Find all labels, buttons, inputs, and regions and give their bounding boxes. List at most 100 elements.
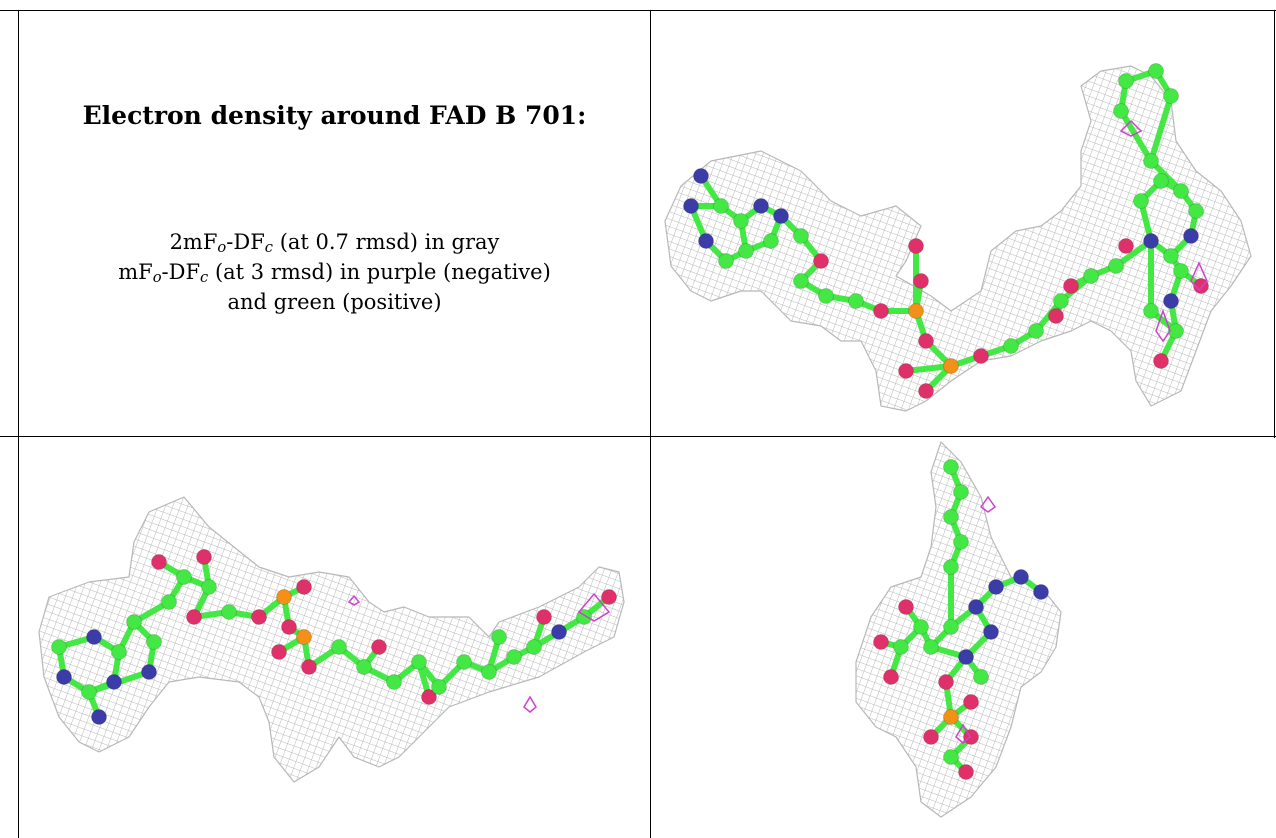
carbon-atom — [526, 639, 542, 655]
table-left-border — [18, 10, 19, 838]
nitrogen-atom — [91, 709, 107, 725]
carbon-atom — [331, 639, 347, 655]
carbon-atom — [763, 233, 779, 249]
oxygen-atom — [371, 639, 387, 655]
oxygen-atom — [1118, 238, 1134, 254]
carbon-atom — [1153, 173, 1169, 189]
carbon-atom — [913, 619, 929, 635]
nitrogen-atom — [141, 664, 157, 680]
carbon-atom — [161, 594, 177, 610]
oxygen-atom — [898, 363, 914, 379]
carbon-atom — [943, 559, 959, 575]
oxygen-atom — [963, 694, 979, 710]
oxygen-atom — [151, 554, 167, 570]
negative-density-mesh — [1155, 308, 1171, 343]
oxygen-atom — [251, 609, 267, 625]
carbon-atom — [733, 213, 749, 229]
carbon-atom — [176, 569, 192, 585]
carbon-atom — [1143, 303, 1159, 319]
negative-density-mesh — [523, 695, 537, 713]
carbon-atom — [943, 459, 959, 475]
nitrogen-atom — [968, 599, 984, 615]
nitrogen-atom — [1163, 293, 1179, 309]
carbon-atom — [1003, 338, 1019, 354]
phosphorus-atom — [943, 709, 959, 725]
nitrogen-atom — [983, 624, 999, 640]
oxygen-atom — [973, 348, 989, 364]
oxygen-atom — [883, 669, 899, 685]
carbon-atom — [1108, 258, 1124, 274]
carbon-atom — [943, 749, 959, 765]
oxygen-atom — [196, 549, 212, 565]
carbon-atom — [356, 659, 372, 675]
bond — [903, 363, 954, 374]
bond — [1118, 108, 1154, 164]
carbon-atom — [126, 614, 142, 630]
density-image-bottom-left — [19, 437, 650, 838]
carbon-atom — [1168, 323, 1184, 339]
phosphorus-atom — [276, 589, 292, 605]
carbon-atom — [111, 644, 127, 660]
carbon-atom — [221, 604, 237, 620]
carbon-atom — [943, 509, 959, 525]
carbon-atom — [718, 253, 734, 269]
phosphorus-atom — [296, 629, 312, 645]
carbon-atom — [1173, 183, 1189, 199]
carbon-atom — [848, 293, 864, 309]
negative-density-mesh — [1119, 119, 1143, 137]
table-right-border — [1274, 10, 1275, 438]
oxygen-atom — [186, 609, 202, 625]
oxygen-atom — [1063, 278, 1079, 294]
oxygen-atom — [958, 764, 974, 780]
nitrogen-atom — [683, 198, 699, 214]
carbon-atom — [491, 629, 507, 645]
carbon-atom — [386, 674, 402, 690]
caption-line-mfo-dfc: mFo-DFc (at 3 rmsd) in purple (negative) — [118, 260, 551, 286]
nitrogen-atom — [988, 579, 1004, 595]
oxygen-atom — [913, 273, 929, 289]
nitrogen-atom — [1143, 233, 1159, 249]
negative-density-mesh — [347, 594, 361, 606]
nitrogen-atom — [86, 629, 102, 645]
carbon-atom — [1163, 248, 1179, 264]
carbon-atom — [481, 664, 497, 680]
oxygen-atom — [963, 729, 979, 745]
carbon-atom — [1188, 203, 1204, 219]
caption-cell: Electron density around FAD B 701: 2mFo-… — [19, 11, 650, 436]
density-mesh — [664, 65, 1252, 412]
oxygen-atom — [918, 383, 934, 399]
table-top-border — [0, 10, 1276, 11]
oxygen-atom — [918, 333, 934, 349]
density-image-bottom-right — [651, 437, 1274, 838]
oxygen-atom — [908, 238, 924, 254]
carbon-atom — [893, 639, 909, 655]
nitrogen-atom — [106, 674, 122, 690]
carbon-atom — [1133, 193, 1149, 209]
oxygen-atom — [1153, 353, 1169, 369]
carbon-atom — [713, 198, 729, 214]
carbon-atom — [923, 639, 939, 655]
caption-title: Electron density around FAD B 701: — [82, 101, 587, 130]
nitrogen-atom — [1033, 584, 1049, 600]
carbon-atom — [738, 243, 754, 259]
oxygen-atom — [1048, 308, 1064, 324]
oxygen-atom — [271, 644, 287, 660]
negative-density-mesh — [955, 723, 971, 744]
carbon-atom — [431, 679, 447, 695]
oxygen-atom — [536, 609, 552, 625]
oxygen-atom — [873, 303, 889, 319]
table-column-divider — [650, 10, 651, 838]
negative-density-mesh — [1190, 261, 1208, 292]
carbon-atom — [1148, 63, 1164, 79]
density-mesh — [38, 496, 625, 783]
caption-line-2mfo-dfc: 2mFo-DFc (at 0.7 rmsd) in gray — [169, 230, 500, 256]
nitrogen-atom — [1183, 228, 1199, 244]
carbon-atom — [953, 534, 969, 550]
carbon-atom — [1173, 263, 1189, 279]
carbon-atom — [943, 619, 959, 635]
nitrogen-atom — [693, 168, 709, 184]
carbon-atom — [1163, 88, 1179, 104]
carbon-atom — [51, 639, 67, 655]
fad-density-view-2 — [38, 496, 625, 783]
carbon-atom — [1113, 103, 1129, 119]
